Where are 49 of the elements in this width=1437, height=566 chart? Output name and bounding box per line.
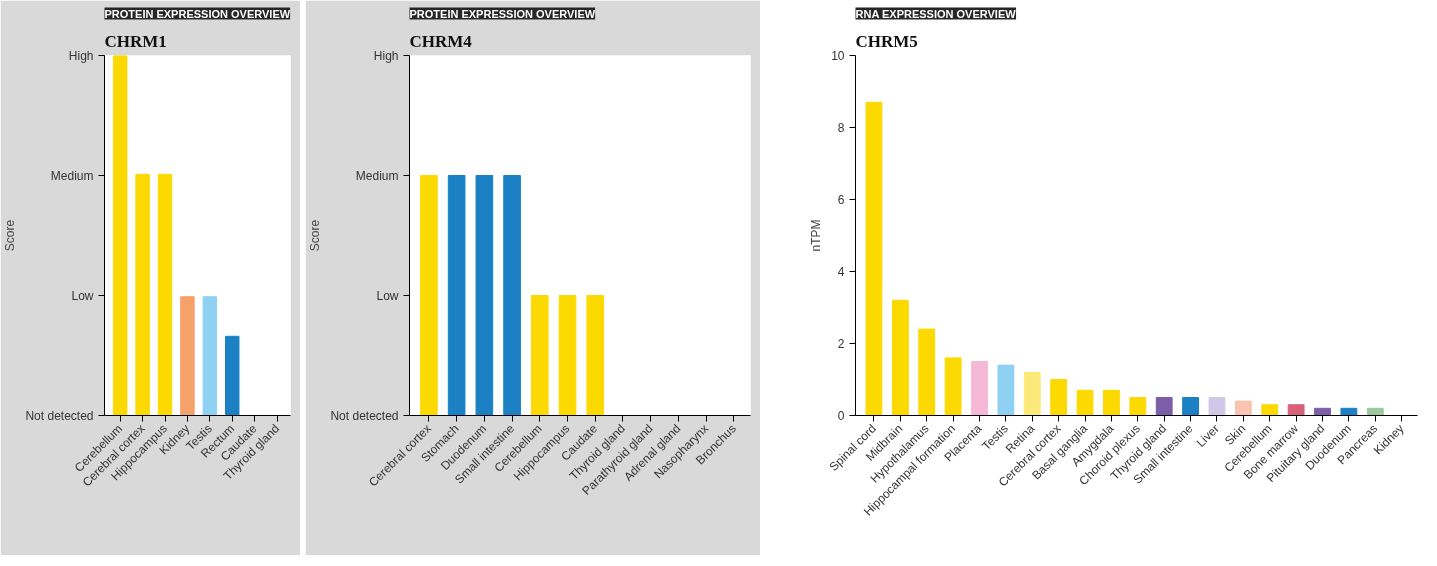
bar	[1103, 389, 1120, 416]
chart-subtitle: CHRM1	[104, 31, 167, 51]
bar	[891, 299, 909, 416]
chart-title: PROTEIN EXPRESSION OVERVIEW	[104, 7, 291, 20]
y-tick-label: 8	[837, 121, 845, 135]
bar	[1155, 397, 1173, 416]
bar	[1340, 407, 1358, 416]
bar	[180, 296, 195, 416]
bar	[1261, 404, 1279, 416]
y-axis-title: Score	[308, 219, 323, 252]
bar	[112, 55, 128, 416]
y-tick-label: 10	[831, 49, 845, 63]
text: Not detected	[25, 408, 94, 423]
bar	[1314, 407, 1331, 416]
chart-title: PROTEIN EXPRESSION OVERVIEW	[409, 7, 596, 20]
y-tick-label: 2	[837, 337, 845, 351]
bar	[157, 173, 173, 416]
y-tick-label: 6	[837, 193, 845, 207]
text: High	[373, 48, 399, 63]
bar	[1208, 397, 1226, 416]
bar	[1366, 407, 1384, 416]
y-axis-title: nTPM	[809, 219, 824, 252]
bar	[1129, 397, 1147, 416]
bar	[1076, 389, 1094, 416]
bar	[865, 101, 883, 416]
y-axis-title: Score	[3, 219, 18, 252]
bar	[135, 173, 150, 416]
chart-subtitle: CHRM5	[855, 31, 918, 51]
text: Low	[71, 288, 94, 303]
bar	[202, 296, 218, 416]
bar	[997, 364, 1015, 416]
text: Medium	[50, 168, 94, 183]
text: High	[68, 48, 94, 63]
text: Low	[376, 288, 399, 303]
bar	[1234, 400, 1252, 416]
bar	[944, 357, 962, 416]
bar	[1182, 397, 1199, 416]
text: Medium	[355, 168, 399, 183]
bar	[225, 335, 240, 416]
text: Not detected	[330, 408, 399, 423]
chart-subtitle: CHRM4	[409, 31, 473, 51]
bar	[971, 361, 988, 416]
bar	[1023, 371, 1041, 416]
bar	[1287, 404, 1305, 416]
bar	[918, 328, 936, 416]
chart-title: RNA EXPRESSION OVERVIEW	[855, 7, 1017, 20]
y-tick-label: 4	[837, 265, 845, 279]
y-tick-label: 0	[837, 409, 845, 423]
bar	[1050, 379, 1068, 416]
